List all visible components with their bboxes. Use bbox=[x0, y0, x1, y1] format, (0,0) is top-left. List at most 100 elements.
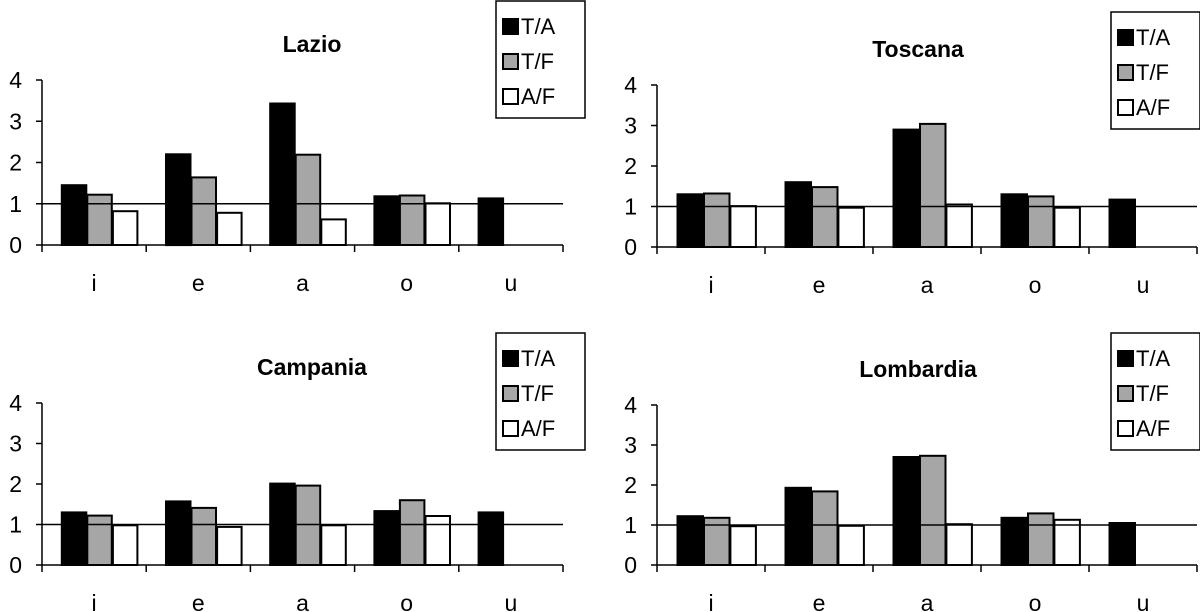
legend-swatch-af bbox=[1117, 420, 1134, 437]
legend-swatch-tf bbox=[502, 53, 519, 70]
bar-tf-a bbox=[294, 484, 322, 567]
chart-panel-lombardia: Lombardia 0 1 2 3 4 i e a o u T/A T/F A/F bbox=[624, 332, 1200, 612]
x-tick-label: o bbox=[1029, 272, 1042, 298]
bar-af-i bbox=[111, 524, 139, 566]
legend-swatch-ta bbox=[502, 350, 519, 367]
y-tick-label: 1 bbox=[624, 194, 637, 220]
chart-panel-lazio: Lazio 0 1 2 3 4 i e a o u T/A T/F A/F bbox=[9, 0, 586, 296]
legend-swatch-tf bbox=[1117, 385, 1134, 402]
bar-af-a bbox=[945, 523, 973, 567]
x-tick-label: i bbox=[708, 590, 713, 612]
chart-title: Lombardia bbox=[859, 356, 977, 382]
bar-af-o bbox=[1053, 206, 1081, 248]
chart-title: Campania bbox=[257, 354, 367, 380]
legend-swatch-af bbox=[1117, 99, 1134, 116]
bar-af-e bbox=[837, 524, 865, 566]
y-tick-label: 0 bbox=[9, 232, 22, 258]
x-tick-label: u bbox=[505, 270, 518, 296]
bar-tf-e bbox=[811, 186, 839, 249]
x-tick-label: a bbox=[921, 272, 934, 298]
bar-tf-o bbox=[398, 194, 426, 246]
y-tick-label: 3 bbox=[624, 432, 637, 458]
y-tick-label: 3 bbox=[9, 431, 22, 457]
y-tick-label: 4 bbox=[9, 390, 22, 416]
bar-tf-a bbox=[294, 153, 322, 246]
bar-ta-u bbox=[477, 197, 505, 246]
x-tick-label: i bbox=[92, 590, 97, 612]
y-tick-label: 0 bbox=[624, 552, 637, 578]
bar-ta-e bbox=[784, 181, 812, 248]
bar-ta-i bbox=[676, 193, 704, 249]
bar-ta-e bbox=[784, 486, 812, 566]
x-tick-label: i bbox=[708, 272, 713, 298]
x-tick-label: o bbox=[400, 590, 413, 612]
bar-tf-e bbox=[190, 176, 217, 246]
x-tick-label: a bbox=[921, 590, 934, 612]
legend-label-tf: T/F bbox=[1136, 381, 1169, 406]
legend-swatch-af bbox=[502, 420, 519, 437]
legend: T/A T/F A/F bbox=[495, 332, 586, 451]
x-tick-label: e bbox=[192, 590, 205, 612]
y-tick-label: 2 bbox=[624, 153, 637, 179]
legend-label-tf: T/F bbox=[521, 381, 554, 406]
x-tick-label: u bbox=[1137, 272, 1150, 298]
y-tick-label: 4 bbox=[624, 72, 637, 98]
bar-tf-o bbox=[398, 499, 426, 567]
bar-ta-u bbox=[1108, 522, 1136, 566]
bar-af-o bbox=[1053, 518, 1081, 566]
legend-label-af: A/F bbox=[521, 84, 555, 109]
x-tick-label: i bbox=[92, 270, 97, 296]
chart-panel-campania: Campania 0 1 2 3 4 i e a o u T/A T/F A/F bbox=[9, 332, 586, 612]
legend: T/A T/F A/F bbox=[1110, 332, 1200, 451]
y-tick-label: 0 bbox=[9, 552, 22, 578]
legend-label-af: A/F bbox=[1136, 416, 1170, 441]
bar-af-a bbox=[320, 218, 347, 246]
legend: T/A T/F A/F bbox=[495, 0, 586, 119]
bar-ta-e bbox=[165, 500, 192, 566]
legend-swatch-ta bbox=[1117, 29, 1134, 46]
bar-af-e bbox=[216, 211, 243, 247]
bar-tf-o bbox=[1027, 512, 1055, 567]
legend-swatch-tf bbox=[502, 385, 519, 402]
x-tick-label: o bbox=[1029, 590, 1042, 612]
bar-tf-o bbox=[1027, 195, 1055, 248]
x-tick-label: u bbox=[1137, 590, 1150, 612]
bar-tf-i bbox=[703, 192, 731, 248]
x-tick-label: a bbox=[296, 590, 309, 612]
y-tick-label: 0 bbox=[624, 234, 637, 260]
bar-ta-u bbox=[1108, 198, 1136, 249]
chart-title: Toscana bbox=[872, 36, 964, 62]
legend-swatch-ta bbox=[502, 18, 519, 35]
legend: T/A T/F A/F bbox=[1110, 11, 1200, 130]
x-tick-label: u bbox=[505, 590, 518, 612]
legend-label-af: A/F bbox=[1136, 95, 1170, 120]
bar-af-e bbox=[837, 206, 865, 248]
legend-swatch-tf bbox=[1117, 64, 1134, 81]
bar-af-o bbox=[424, 202, 451, 247]
x-tick-label: e bbox=[813, 590, 826, 612]
bar-ta-o bbox=[373, 510, 400, 567]
legend-swatch-af bbox=[502, 88, 519, 105]
y-tick-label: 1 bbox=[9, 191, 22, 217]
bar-tf-i bbox=[86, 514, 113, 566]
y-tick-label: 2 bbox=[9, 471, 22, 497]
legend-label-tf: T/F bbox=[521, 49, 554, 74]
legend-label-ta: T/A bbox=[1136, 346, 1171, 371]
y-tick-label: 2 bbox=[624, 472, 637, 498]
x-tick-label: o bbox=[400, 270, 413, 296]
legend-label-ta: T/A bbox=[1136, 25, 1171, 50]
legend-label-ta: T/A bbox=[521, 346, 556, 371]
bar-ta-e bbox=[165, 153, 192, 247]
bar-ta-a bbox=[892, 456, 920, 566]
chart-panel-toscana: Toscana 0 1 2 3 4 i e a o u T/A T/F A/F bbox=[624, 11, 1200, 298]
legend-label-ta: T/A bbox=[521, 14, 556, 39]
bar-ta-i bbox=[60, 184, 88, 246]
y-tick-label: 4 bbox=[9, 67, 22, 93]
bar-tf-e bbox=[811, 490, 839, 566]
bar-af-e bbox=[216, 525, 243, 567]
bar-tf-a bbox=[919, 454, 947, 566]
legend-swatch-ta bbox=[1117, 350, 1134, 367]
bar-af-a bbox=[320, 524, 347, 566]
y-tick-label: 4 bbox=[624, 392, 637, 418]
